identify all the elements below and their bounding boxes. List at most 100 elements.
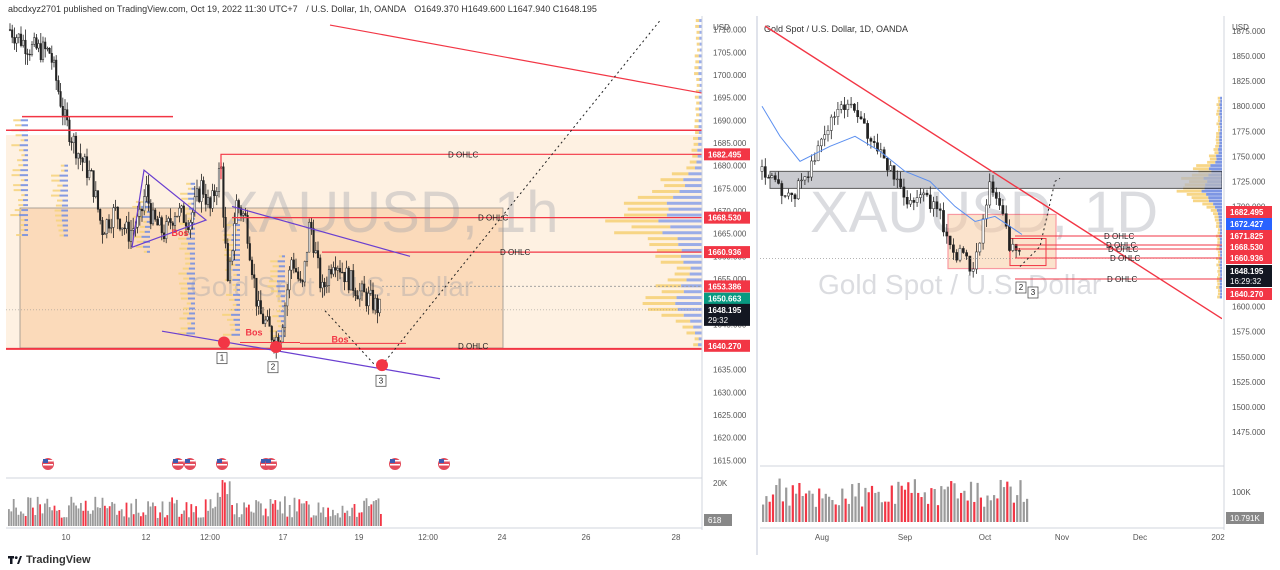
left-volume-bars xyxy=(8,480,382,526)
us-flag-icon[interactable] xyxy=(438,458,450,470)
left-dohlc-line[interactable] xyxy=(220,153,702,180)
left-profile-strip xyxy=(61,219,68,222)
right-candle-body xyxy=(981,218,985,244)
right-profile-bar xyxy=(1215,225,1220,228)
left-profile-strip xyxy=(232,268,240,271)
right-volume-bar xyxy=(966,500,969,522)
right-time-axis[interactable]: Aug Sep Oct Nov Dec 202 xyxy=(815,533,1225,542)
left-profile-strip xyxy=(186,237,195,240)
left-volume-bar xyxy=(363,500,365,526)
us-flag-icon[interactable] xyxy=(172,458,184,470)
left-profile-strip xyxy=(54,209,62,212)
left-profile-bar xyxy=(645,296,677,300)
left-volume-bar xyxy=(68,505,70,526)
right-candle-body xyxy=(948,235,952,246)
left-candle-body xyxy=(193,196,196,213)
right-candle-body xyxy=(915,197,919,203)
left-candle-body xyxy=(365,291,368,307)
left-time-tick: 10 xyxy=(62,533,71,542)
left-candle-body xyxy=(303,261,306,283)
right-time-tick: Sep xyxy=(898,533,913,542)
left-profile-bar xyxy=(699,113,702,117)
left-profile-bar xyxy=(699,77,702,81)
us-flag-icon[interactable] xyxy=(389,458,401,470)
left-profile-strip xyxy=(183,307,190,310)
left-volume-bar xyxy=(224,482,226,526)
left-profile-strip xyxy=(232,303,237,306)
left-profile-strip xyxy=(233,293,240,296)
left-profile-strip xyxy=(270,290,278,293)
left-profile-bar xyxy=(605,219,659,223)
left-candle-body xyxy=(255,277,258,307)
left-candle-body xyxy=(154,209,157,220)
left-profile-strip xyxy=(132,205,142,208)
right-price-tick: 1875.000 xyxy=(1232,27,1266,36)
left-volume-bar xyxy=(315,515,317,526)
left-profile-strip xyxy=(236,303,240,306)
us-flag-icon[interactable] xyxy=(184,458,196,470)
right-candle-body xyxy=(1004,213,1008,227)
left-profile-strip xyxy=(22,234,28,237)
us-flag-icon[interactable] xyxy=(42,458,54,470)
right-volume-bar xyxy=(804,493,808,522)
left-candle-body xyxy=(233,223,236,252)
right-volume-bar xyxy=(894,503,897,522)
left-candle-body xyxy=(376,297,379,314)
left-profile-strip xyxy=(146,210,150,213)
left-profile-strip xyxy=(229,323,235,326)
right-profile-bar xyxy=(1192,167,1209,171)
left-triangle-pattern[interactable] xyxy=(131,169,208,248)
left-candle-body xyxy=(145,184,148,197)
left-volume-bar xyxy=(77,508,80,526)
left-profile-bar xyxy=(695,24,699,28)
left-price-tick: 1710.000 xyxy=(713,26,747,35)
left-bos-label: Bos xyxy=(171,228,188,238)
left-profile-strip xyxy=(51,174,60,177)
us-flag-icon[interactable] xyxy=(265,458,277,470)
left-profile-strip xyxy=(60,169,65,172)
right-volume-bar xyxy=(762,504,765,522)
left-profile-strip xyxy=(55,214,62,217)
right-profile-bar xyxy=(1219,241,1222,244)
left-price-tick: 1655.000 xyxy=(713,275,747,284)
left-profile-bar xyxy=(668,207,702,211)
left-trend-line[interactable] xyxy=(161,330,441,380)
left-volume-bar xyxy=(341,505,344,526)
right-candle-body xyxy=(928,194,932,209)
left-profile-bar xyxy=(693,325,702,329)
right-profile-bar xyxy=(1191,196,1209,200)
right-profile-bar xyxy=(1218,266,1221,270)
right-volume-bar xyxy=(837,505,841,522)
left-profile-bar xyxy=(686,166,695,170)
left-profile-strip xyxy=(187,327,195,330)
left-candle-body xyxy=(281,327,284,343)
right-volume-bar xyxy=(778,478,781,522)
svg-text:1668.530: 1668.530 xyxy=(708,214,742,223)
right-candle-body xyxy=(919,194,922,198)
right-volume-bar xyxy=(969,481,973,522)
left-profile-strip xyxy=(185,262,191,265)
left-volume-bar xyxy=(207,510,209,526)
left-trend-line[interactable] xyxy=(231,205,411,257)
us-flag-icon[interactable] xyxy=(216,458,228,470)
right-trend-line[interactable] xyxy=(764,25,1222,320)
left-time-axis[interactable]: 10 12 12:00 17 19 12:00 24 26 28 xyxy=(62,533,681,542)
left-candle-body xyxy=(169,218,172,224)
right-volume-bar xyxy=(798,482,801,522)
left-candle-body xyxy=(217,168,221,192)
right-price-tick: 1575.000 xyxy=(1232,328,1266,337)
left-volume-bar xyxy=(15,507,17,526)
left-trend-line[interactable] xyxy=(329,24,702,94)
left-profile-bar xyxy=(691,148,698,152)
left-candle-body xyxy=(358,290,361,300)
left-profile-strip xyxy=(23,199,28,202)
right-volume-bar xyxy=(940,486,943,522)
left-profile-strip xyxy=(20,139,25,142)
right-candle-body xyxy=(869,138,873,142)
left-profile-strip xyxy=(50,194,60,197)
left-dohlc-label: D OHLC xyxy=(500,248,530,257)
right-range-box[interactable] xyxy=(947,213,1057,270)
